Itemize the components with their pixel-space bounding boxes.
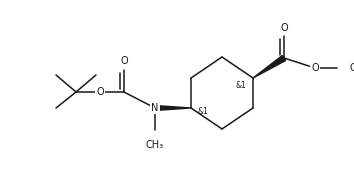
Polygon shape [155, 105, 191, 110]
Text: N: N [151, 103, 159, 113]
Text: &1: &1 [236, 80, 247, 89]
Text: &1: &1 [198, 108, 209, 116]
Text: O: O [311, 63, 319, 73]
Text: O: O [120, 56, 128, 66]
Text: O: O [96, 87, 104, 97]
Text: CH₃: CH₃ [146, 140, 164, 150]
Text: O: O [280, 23, 288, 33]
Text: OCH₃: OCH₃ [349, 63, 354, 73]
Polygon shape [253, 56, 286, 78]
